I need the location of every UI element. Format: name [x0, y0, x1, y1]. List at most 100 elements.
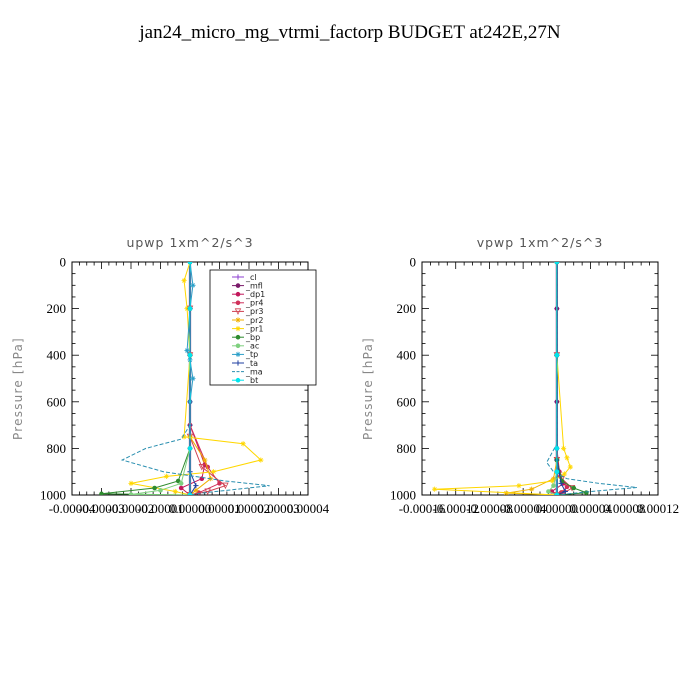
legend-marker-bt	[235, 377, 241, 383]
x-tick-label: 0.00000	[169, 501, 211, 516]
series-group	[432, 262, 637, 495]
y-tick-label: 400	[47, 348, 67, 363]
series-point-pr1	[564, 455, 570, 461]
series-point-tp	[190, 282, 196, 288]
y-tick-label: 200	[47, 301, 67, 316]
panel-title: vpwp 1xm^2/s^3	[477, 235, 604, 250]
y-tick-label: 0	[410, 255, 417, 270]
legend-marker-bp	[235, 334, 241, 340]
legend-label: _bt	[245, 376, 258, 385]
y-tick-label: 0	[60, 255, 67, 270]
legend-label: _pr2	[245, 316, 263, 325]
y-tick-label: 600	[397, 394, 417, 409]
series-point-pr1	[211, 469, 217, 475]
x-tick-label: -0.00001	[137, 501, 184, 516]
y-tick-label: 800	[397, 441, 417, 456]
legend-marker-tp	[235, 351, 241, 357]
y-tick-label: 1000	[40, 488, 66, 503]
series-point-bt	[187, 492, 193, 495]
legend-box	[209, 269, 317, 386]
series-point-bt	[187, 262, 193, 265]
series-point-pr1	[561, 471, 568, 477]
legend-label: _tp	[245, 350, 258, 359]
series-point-ac	[128, 492, 134, 495]
legend-label: _mfl	[245, 281, 263, 290]
x-tick-label: -0.00012	[432, 501, 479, 516]
series-point-bt	[554, 469, 560, 475]
x-tick-label: 0.00012	[637, 501, 679, 516]
legend-label: _bp	[245, 333, 260, 342]
series-point-pr1	[258, 457, 264, 463]
series-point-bt	[554, 492, 560, 495]
x-tick-label: -0.00002	[108, 501, 155, 516]
series-point-pr1	[163, 473, 169, 479]
series-line-pr1	[434, 262, 571, 495]
legend-label: _ta	[245, 359, 258, 368]
legend-label: _dp1	[245, 290, 265, 299]
series-point-bp	[584, 490, 589, 495]
y-tick-label: 1000	[390, 488, 416, 503]
series-point-bt	[187, 352, 193, 358]
series-point-ac	[551, 483, 556, 488]
series-point-pr1	[561, 445, 567, 451]
series-point-pr1	[184, 306, 190, 312]
series-point-bp	[152, 485, 157, 491]
panel-title: upwp 1xm^2/s^3	[126, 235, 253, 250]
x-tick-label: -0.00008	[466, 501, 513, 516]
y-tick-label: 200	[397, 301, 417, 316]
series-line-bp	[101, 262, 191, 495]
legend-marker-pr3	[234, 308, 242, 315]
series-point-ac	[546, 489, 551, 494]
legend-marker-ac	[235, 343, 241, 349]
chart-panel-1: upwp 1xm^2/s^3 Pressure [hPa] 0 200 400 600 80…	[11, 235, 330, 516]
series-point-pr2	[550, 476, 557, 482]
series-point-pr3	[204, 488, 211, 495]
x-tick-label: 0.00004	[287, 501, 330, 516]
y-axis-label: Pressure [hPa]	[361, 337, 375, 440]
legend-label: _ac	[245, 342, 259, 351]
series-point-bt	[554, 446, 560, 451]
series-point-pr1	[181, 434, 187, 440]
legend-label: _pr3	[245, 307, 263, 316]
chart-panel-2: vpwp 1xm^2/s^3 Pressure [hPa] 0 200 400 600 80…	[361, 235, 679, 516]
series-point-pr3	[222, 482, 229, 490]
series-point-pr2	[528, 486, 535, 492]
series-point-bt	[554, 262, 560, 265]
legend-label: _pr1	[245, 324, 263, 333]
series-point-pr1	[172, 488, 178, 495]
series-point-pr2	[202, 457, 208, 463]
series-point-tp	[190, 375, 196, 382]
legend-marker-mfl	[235, 283, 241, 288]
y-axis-label: Pressure [hPa]	[11, 337, 25, 440]
x-tick-label: -0.00003	[78, 501, 125, 516]
y-tick-label: 600	[47, 394, 67, 409]
series-group	[99, 262, 270, 495]
series-point-pr2	[193, 487, 199, 493]
legend-label: _cl	[245, 273, 257, 282]
series-point-ac	[178, 481, 184, 486]
plot-frame	[421, 261, 659, 496]
legend-label: _ma	[245, 367, 263, 376]
series-point-pr1	[567, 464, 573, 470]
series-line-ma	[120, 262, 270, 495]
legend-marker-cl	[235, 274, 241, 280]
legend-marker-ta	[235, 360, 241, 366]
legend-marker-dp1	[235, 291, 241, 297]
series-point-tp	[184, 347, 190, 354]
series-point-pr3	[198, 464, 206, 471]
series-point-pr2	[503, 490, 509, 495]
series-point-ta	[558, 480, 564, 486]
x-tick-label: -0.00016	[399, 501, 446, 516]
series-line-ma	[546, 262, 637, 495]
series-point-bp	[99, 491, 104, 495]
x-tick-label: -0.00004	[500, 501, 547, 516]
x-tick-label: 0.00001	[198, 501, 240, 516]
legend-marker-pr4	[235, 300, 241, 306]
series-point-bp	[175, 478, 181, 484]
series-line-pr2	[506, 262, 558, 495]
series-point-pr1	[128, 480, 134, 486]
x-tick-label: 0.00003	[257, 501, 299, 516]
series-point-ta	[562, 488, 568, 495]
y-tick-label: 800	[47, 441, 67, 456]
